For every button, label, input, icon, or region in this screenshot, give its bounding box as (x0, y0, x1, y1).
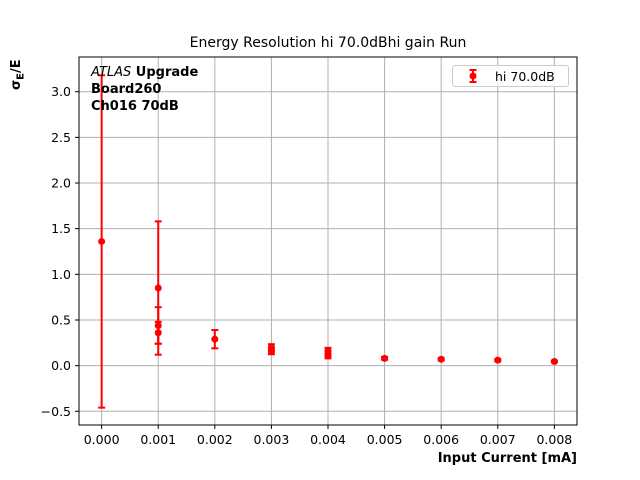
annotation-line-2: Board260 (91, 82, 162, 97)
data-point (154, 329, 162, 337)
annotation-experiment: ATLAS (91, 65, 132, 80)
x-tick-label: 0.004 (310, 432, 346, 447)
data-point (437, 355, 445, 363)
x-tick-label: 0.006 (423, 432, 459, 447)
y-tick-label: 1.0 (51, 267, 71, 282)
x-tick-label: 0.005 (367, 432, 403, 447)
y-tick-label: 3.0 (51, 84, 71, 99)
annotation-experiment-suffix: Upgrade (131, 65, 199, 80)
errorbar-marker-icon (469, 69, 477, 83)
legend-entry-label: hi 70.0dB (495, 68, 555, 84)
data-point (267, 347, 275, 355)
annotation-line-3: Ch016 70dB (91, 99, 179, 114)
legend: hi 70.0dB (452, 65, 569, 87)
y-tick-label: 0.0 (51, 358, 71, 373)
y-tick-label: 2.0 (51, 176, 71, 191)
data-point (381, 354, 389, 362)
y-axis-label-suffix: /E (9, 59, 24, 74)
x-axis-label: Input Current [mA] (437, 451, 577, 466)
y-axis-label-sigma: σ (9, 79, 24, 90)
plot-annotation: ATLAS Upgrade Board260 Ch016 70dB (91, 64, 198, 115)
annotation-line-1: ATLAS Upgrade (91, 64, 198, 81)
data-point (494, 356, 502, 364)
data-point (154, 284, 162, 292)
data-point (550, 358, 558, 366)
y-axis-label: σE/E (9, 59, 27, 90)
x-tick-label: 0.007 (480, 432, 516, 447)
x-tick-label: 0.002 (197, 432, 233, 447)
x-tick-label: 0.001 (140, 432, 176, 447)
data-point (324, 352, 332, 360)
x-tick-label: 0.003 (254, 432, 290, 447)
chart-title: Energy Resolution hi 70.0dBhi gain Run (189, 35, 467, 51)
data-point (211, 335, 219, 343)
y-tick-label: 0.5 (51, 312, 71, 327)
y-axis-label-subscript: E (15, 73, 27, 80)
y-tick-label: −0.5 (41, 404, 71, 419)
x-tick-label: 0.008 (536, 432, 572, 447)
legend-marker-dot (469, 72, 477, 80)
data-point (98, 237, 106, 245)
y-tick-label: 2.5 (51, 130, 71, 145)
x-tick-label: 0.000 (84, 432, 120, 447)
y-tick-label: 1.5 (51, 221, 71, 236)
